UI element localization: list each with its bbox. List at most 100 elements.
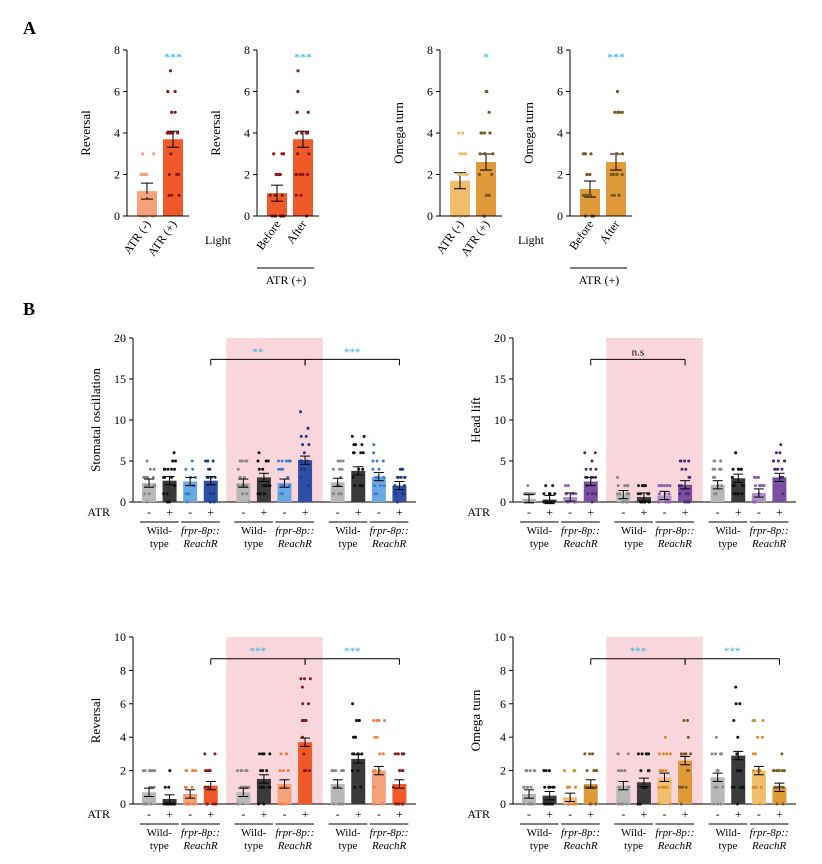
y-tick-label: 0 [120, 797, 126, 811]
data-point [280, 484, 284, 488]
data-point [780, 752, 784, 756]
data-point [279, 492, 283, 496]
data-point [680, 467, 684, 471]
data-point [660, 785, 664, 789]
data-point [478, 152, 482, 156]
data-point [356, 769, 360, 773]
data-point [665, 484, 669, 488]
data-point [684, 492, 688, 496]
data-point [194, 769, 198, 773]
x-tick-label: After [596, 218, 622, 247]
data-point [455, 193, 459, 197]
data-point [170, 110, 174, 114]
data-point [657, 802, 661, 806]
data-point [377, 719, 381, 722]
data-point [266, 459, 270, 463]
atr-sign: - [716, 505, 720, 519]
data-point [143, 492, 147, 496]
data-point [153, 484, 157, 488]
data-point [627, 492, 630, 496]
genotype-label-line1: Wild- [147, 827, 173, 839]
data-point [302, 451, 306, 455]
data-point [268, 484, 272, 488]
data-point [208, 492, 212, 496]
y-tick-label: 6 [120, 697, 126, 711]
genotype-label-line1: Wild- [621, 827, 647, 839]
data-point [625, 484, 628, 488]
data-point [660, 769, 664, 773]
data-point [741, 785, 745, 789]
data-point [257, 802, 261, 806]
data-point [152, 152, 156, 156]
atr-sign: + [261, 505, 268, 519]
data-point [612, 193, 617, 197]
data-point [304, 131, 308, 135]
data-point [663, 785, 667, 789]
bar [267, 193, 287, 216]
data-point [659, 484, 663, 488]
data-point [781, 802, 785, 806]
data-point [361, 467, 365, 471]
data-point [170, 131, 174, 135]
data-point [687, 459, 691, 463]
data-point [187, 492, 191, 496]
data-point [306, 110, 310, 114]
genotype-label-line1: Wild- [527, 525, 553, 537]
data-point [657, 484, 661, 488]
data-point [590, 459, 594, 463]
data-point [592, 769, 596, 773]
data-point [594, 492, 598, 496]
data-point [752, 475, 756, 479]
data-point [775, 769, 779, 773]
data-point [194, 475, 197, 479]
data-point [165, 131, 169, 135]
data-point [372, 785, 376, 789]
data-point [773, 467, 777, 471]
data-point [623, 769, 627, 773]
bar [330, 783, 345, 804]
significance-label: *** [344, 646, 361, 658]
data-point [532, 769, 536, 773]
significance-label: *** [630, 646, 647, 658]
data-point [581, 193, 586, 197]
data-point [375, 735, 379, 739]
bar [678, 760, 693, 804]
data-point [719, 752, 722, 756]
bar [772, 477, 787, 502]
significance-label: *** [607, 50, 625, 64]
data-point [273, 193, 277, 197]
data-point [621, 500, 625, 504]
data-point [240, 459, 244, 463]
data-point [372, 451, 376, 455]
bar [710, 777, 725, 804]
genotype-label-line2: ReachR [751, 538, 786, 550]
y-tick-label: 6 [244, 85, 250, 99]
data-point [585, 172, 589, 177]
atr-sign: + [546, 505, 553, 519]
data-point [211, 459, 215, 463]
data-point [616, 484, 620, 488]
data-point [301, 443, 305, 447]
data-point [301, 702, 305, 706]
atr-sign: + [302, 505, 309, 519]
data-point [565, 785, 569, 789]
data-point [484, 89, 488, 94]
y-axis-label: Head lift [468, 397, 483, 443]
atr-sign: - [283, 505, 287, 519]
data-point [245, 769, 249, 773]
data-point [527, 802, 530, 806]
data-point [684, 752, 687, 756]
atr-sign: - [527, 505, 531, 519]
data-point [371, 467, 375, 471]
data-point [761, 719, 765, 722]
data-point [362, 434, 366, 438]
y-tick-label: 4 [557, 126, 563, 140]
data-point [260, 752, 264, 756]
y-tick-label: 2 [557, 168, 563, 182]
data-point [678, 492, 682, 496]
data-point [683, 500, 687, 504]
genotype-label-line1: Wild- [527, 827, 553, 839]
data-point [341, 802, 345, 806]
data-point [142, 172, 146, 177]
